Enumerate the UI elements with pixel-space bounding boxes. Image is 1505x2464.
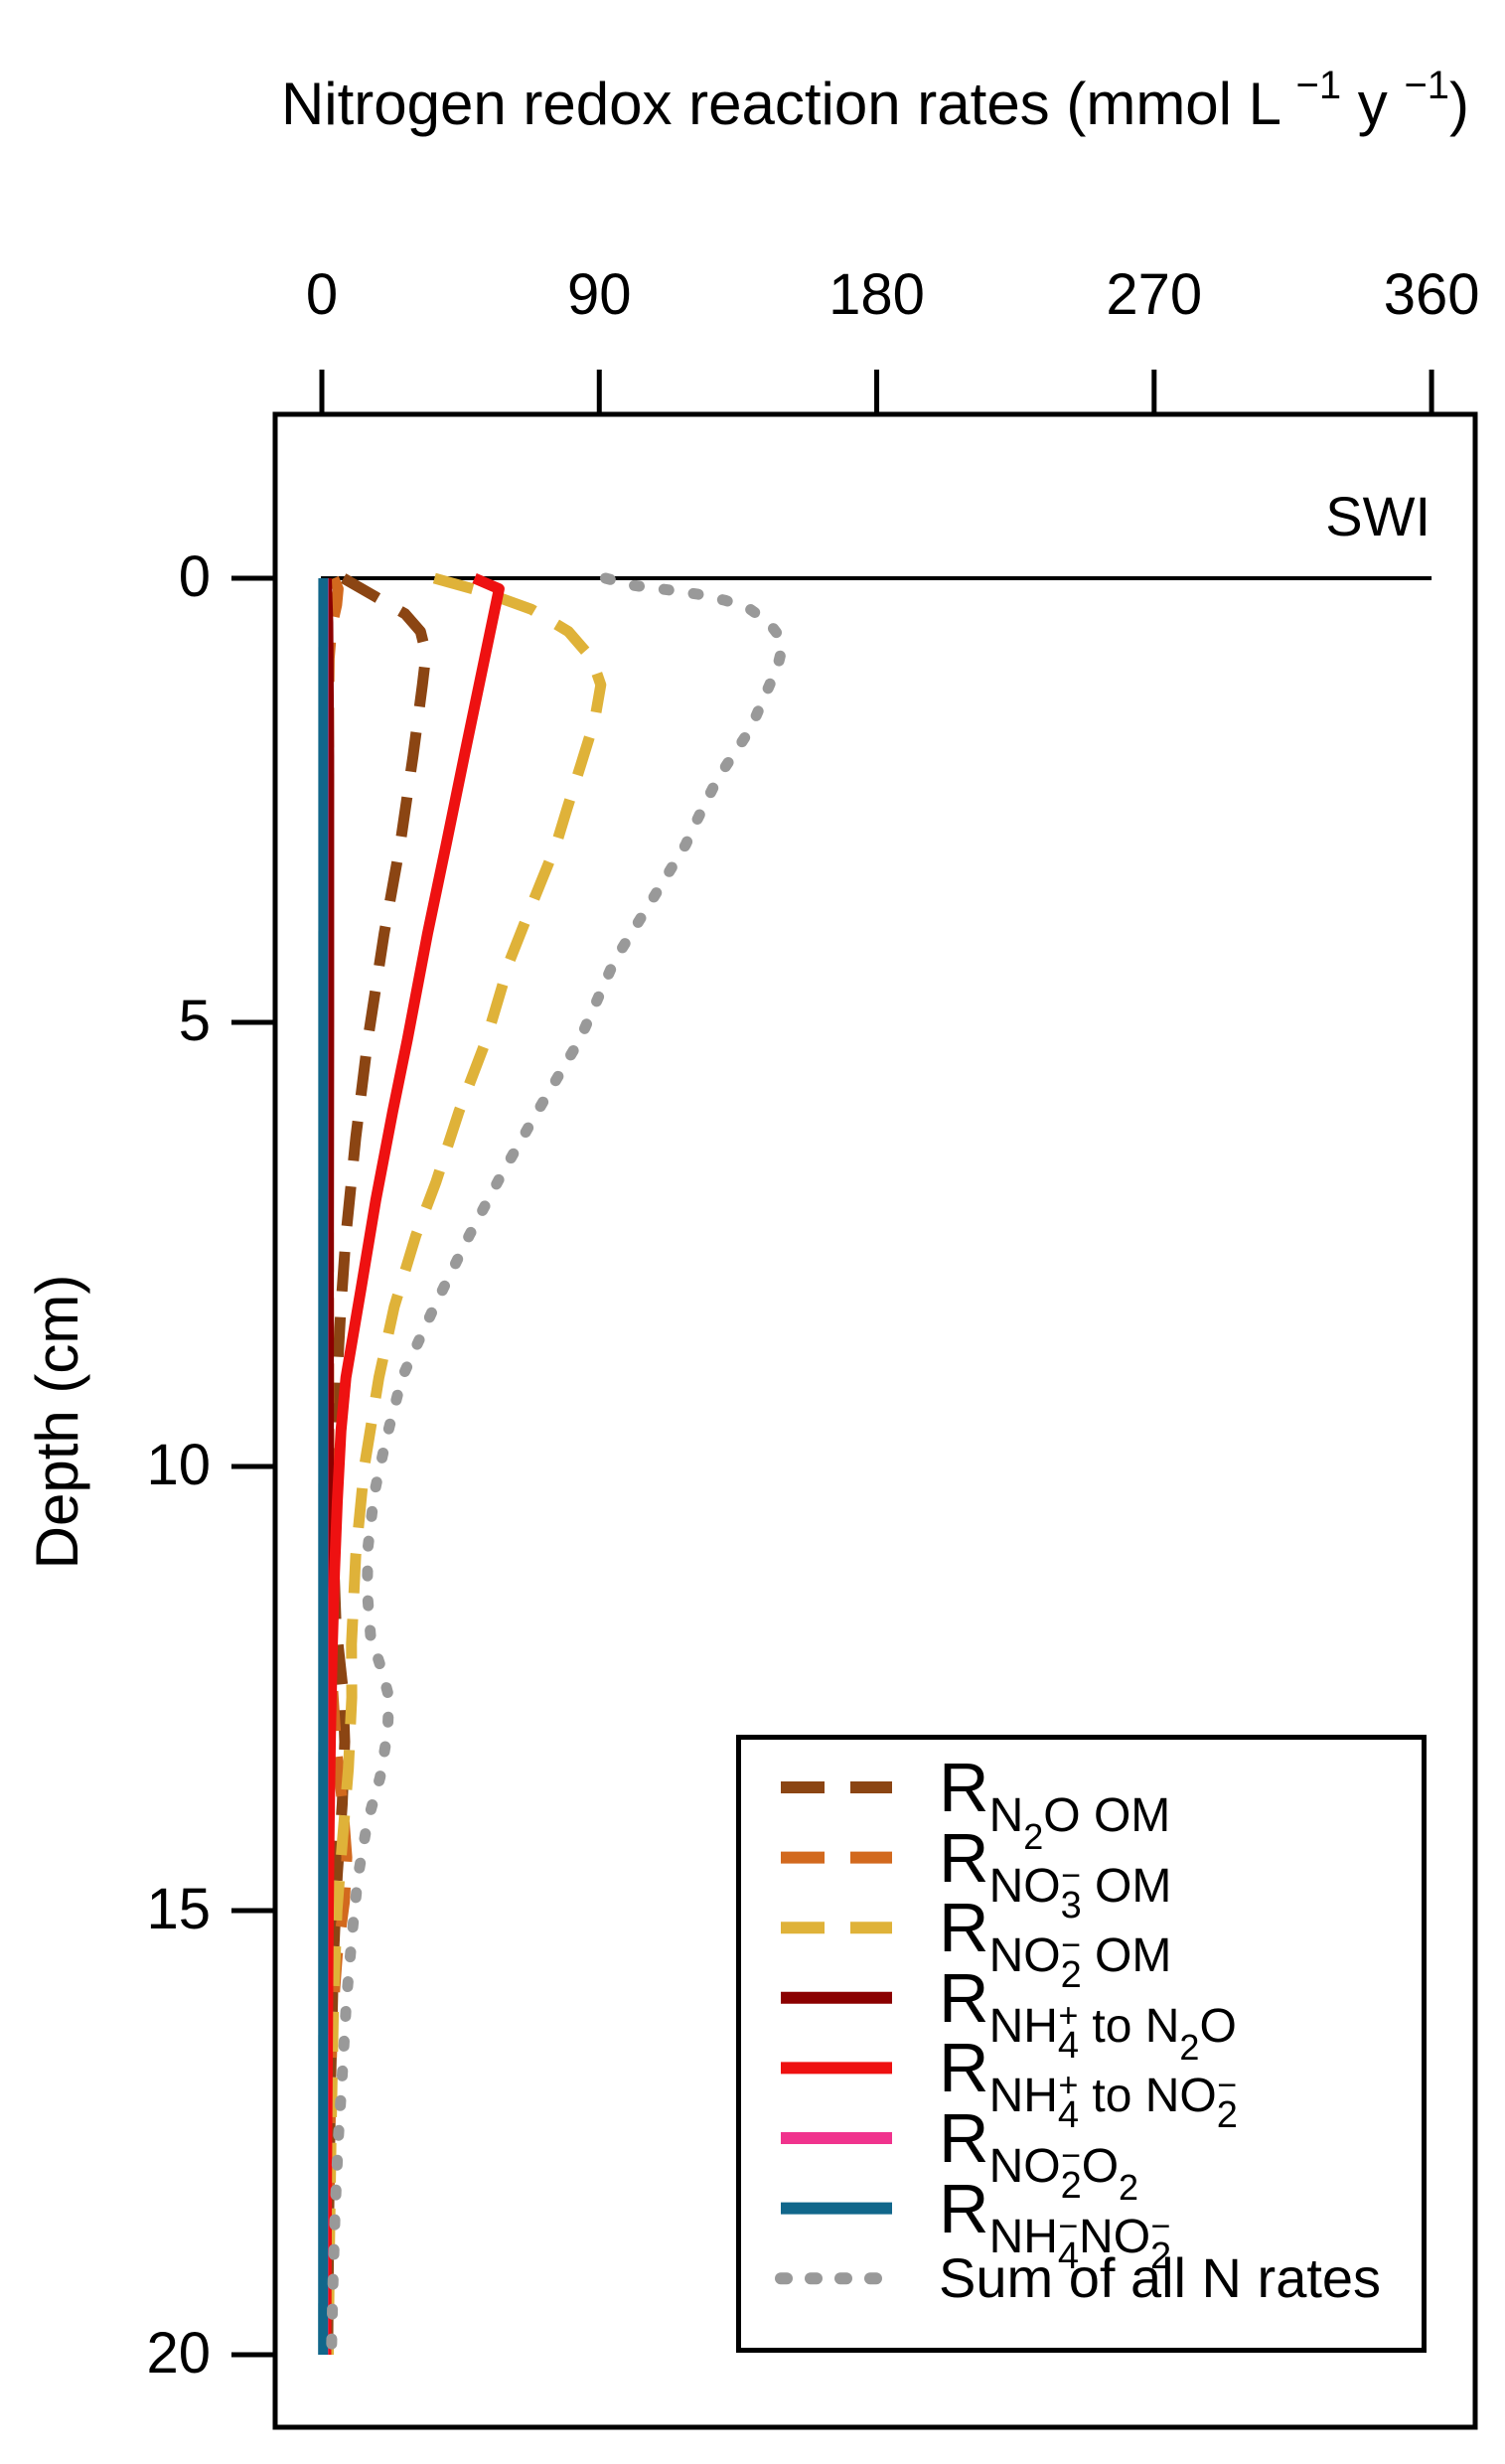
text-segment: R <box>939 1749 989 1826</box>
text-segment: NH <box>988 1999 1058 2053</box>
stacked-charge-sub: −3 <box>1060 1856 1082 1926</box>
legend-label: RNH −4 NO −2 <box>939 2164 1171 2275</box>
text-segment: to NO <box>1079 2070 1217 2123</box>
x-tick-label: 270 <box>1106 262 1203 327</box>
legend-label: RNO −2 OM <box>939 1883 1171 1994</box>
text-segment: Sum of all N rates <box>939 2246 1382 2310</box>
y-tick-label: 15 <box>146 1877 211 1941</box>
text-segment: O <box>1199 1999 1237 2053</box>
series-no2_om <box>323 572 607 2356</box>
text-segment: ) <box>1449 71 1470 137</box>
text-segment: OM <box>1081 1859 1172 1913</box>
y-axis-title: Depth (cm) <box>24 1274 90 1570</box>
text-segment: 2 <box>1119 2167 1139 2208</box>
stacked-charge-sub: −2 <box>1150 2207 1172 2277</box>
stacked-charge-sub: −2 <box>1060 2137 1082 2207</box>
legend-label: RN2O OM <box>939 1743 1170 1857</box>
stacked-charge-sub: +4 <box>1057 1996 1080 2067</box>
y-tick-label: 0 <box>178 544 211 609</box>
swi-label: SWI <box>1325 485 1430 547</box>
chart-title: Nitrogen redox reaction rates (mmol L −1… <box>275 50 1475 140</box>
text-segment: Nitrogen redox reaction rates (mmol L <box>280 71 1296 137</box>
legend-label: RNH +4 to N2O <box>939 1953 1237 2068</box>
text-segment: R <box>939 2099 989 2177</box>
text-segment: 2 <box>1023 1816 1044 1857</box>
text-segment: N <box>988 1789 1024 1842</box>
x-tick-label: 90 <box>567 262 632 327</box>
x-tick-label: 180 <box>828 262 925 327</box>
text-segment: NO <box>1079 2210 1151 2263</box>
text-segment: R <box>939 1958 989 2037</box>
text-segment: R <box>939 1818 989 1897</box>
text-segment: NH <box>988 2210 1058 2263</box>
series-sum <box>326 572 788 2361</box>
y-tick-label: 10 <box>146 1433 211 1497</box>
text-segment: to N <box>1079 1999 1180 2053</box>
text-segment: OM <box>1081 1929 1172 1983</box>
text-segment: R <box>939 1889 989 1967</box>
series-n2o_om <box>322 573 432 2356</box>
legend-label: RNH +4 to NO −2 <box>939 2023 1238 2134</box>
stacked-charge-sub: −2 <box>1216 2067 1238 2137</box>
stacked-charge-sub: +4 <box>1057 2067 1080 2137</box>
text-segment: y <box>1341 71 1405 137</box>
text-segment: R <box>939 2169 989 2247</box>
legend-label: RNO −3 OM <box>939 1813 1171 1925</box>
text-segment: NO <box>988 1929 1061 1983</box>
text-segment: O <box>1081 2140 1120 2193</box>
text-segment: NH <box>988 2070 1058 2123</box>
text-segment: O OM <box>1043 1789 1171 1842</box>
x-tick-label: 0 <box>305 262 339 327</box>
text-segment: NO <box>988 1859 1061 1913</box>
legend-label: RNO −2 O2 <box>939 2093 1138 2208</box>
legend-label: Sum of all N rates <box>939 2233 1381 2323</box>
x-tick-label: 360 <box>1383 262 1480 327</box>
stacked-charge-sub: −2 <box>1060 1926 1082 1997</box>
y-tick-label: 20 <box>146 2321 211 2386</box>
text-segment: −1 <box>1404 64 1450 107</box>
text-segment: R <box>939 2029 989 2107</box>
text-segment: NO <box>988 2140 1061 2193</box>
text-segment: −1 <box>1295 64 1342 107</box>
y-tick-label: 5 <box>178 989 211 1053</box>
legend-box <box>736 1735 1427 2353</box>
stacked-charge-sub: −4 <box>1057 2207 1080 2277</box>
text-segment: 2 <box>1179 2026 1200 2068</box>
series-nh4_to_no2 <box>320 572 505 2356</box>
